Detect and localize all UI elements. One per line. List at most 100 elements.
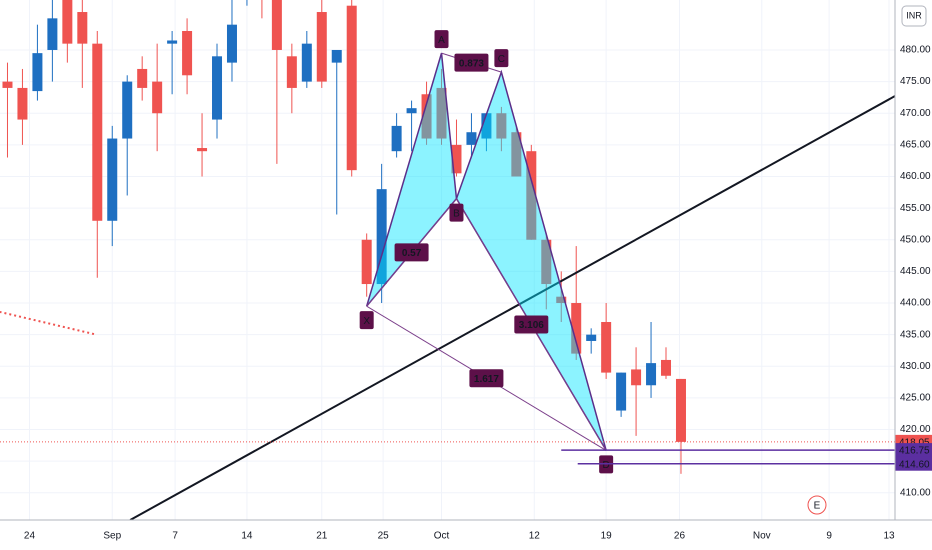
candle-body [481, 113, 492, 139]
ratio-label: 3.106 [519, 320, 544, 331]
y-tick-label: 420.00 [900, 424, 931, 435]
candle-body [197, 148, 208, 152]
candle-body [421, 94, 432, 139]
candle-body [631, 369, 642, 386]
candle-body [212, 56, 223, 120]
candle-body [271, 0, 282, 50]
candle-body [32, 53, 43, 92]
y-tick-label: 440.00 [900, 298, 931, 309]
currency-label: INR [906, 10, 922, 20]
candle-body [646, 363, 657, 386]
x-tick-label: 21 [316, 531, 328, 542]
candle-body [496, 113, 507, 139]
candle-body [526, 151, 537, 240]
y-tick-label: 445.00 [900, 266, 931, 277]
point-label: B [453, 208, 460, 219]
candle-body [137, 68, 148, 88]
candle-body [616, 372, 627, 411]
candle-body [436, 87, 447, 139]
candle-body [466, 132, 477, 145]
event-label: E [814, 501, 821, 512]
price-box [895, 443, 932, 458]
candle-body [586, 334, 597, 341]
candle-body [92, 43, 103, 221]
point-label: C [498, 54, 505, 65]
y-tick-label: 470.00 [900, 108, 931, 119]
candle-body [47, 18, 58, 50]
candle-body [167, 40, 178, 44]
ratio-label: 1.617 [474, 374, 499, 385]
candle-body [556, 296, 567, 304]
candle-body [331, 49, 342, 63]
ratio-label: 0.873 [459, 58, 484, 69]
candle-body [316, 12, 327, 82]
y-tick-label: 480.00 [900, 45, 931, 56]
candle-body [107, 138, 118, 221]
candle-body [152, 81, 163, 114]
event-circle [807, 495, 827, 515]
y-tick-label: 410.00 [900, 487, 931, 498]
ratio-box [394, 243, 429, 262]
candle-body [62, 0, 73, 44]
y-tick-label: 450.00 [900, 234, 931, 245]
point-label: X [363, 316, 370, 327]
currency-button[interactable] [901, 5, 927, 27]
candle-body [511, 132, 522, 177]
price-box [895, 456, 932, 471]
x-tick-label: 19 [601, 531, 613, 542]
candle-body [122, 81, 133, 139]
point-box [434, 30, 449, 49]
point-box [449, 203, 464, 222]
candle-body [661, 359, 672, 376]
x-tick-label: Nov [753, 531, 771, 542]
pattern-bcd [455, 69, 607, 451]
candle-body [226, 24, 237, 63]
price-label: 414.60 [899, 459, 930, 470]
candle-body [376, 189, 387, 285]
x-tick-label: Sep [103, 531, 121, 542]
x-tick-label: 25 [378, 531, 390, 542]
x-tick-label: 12 [529, 531, 541, 542]
candle-body [541, 239, 552, 285]
y-tick-label: 455.00 [900, 203, 931, 214]
candle-body [451, 144, 462, 174]
ratio-box [454, 53, 489, 72]
candle-body [301, 43, 312, 82]
candle-body [346, 5, 357, 171]
dotted-line [0, 310, 97, 336]
price-label: 416.75 [899, 446, 930, 457]
y-tick-label: 430.00 [900, 361, 931, 372]
candle-body [391, 125, 402, 152]
candle-body [571, 303, 582, 354]
pattern-xab [365, 52, 458, 307]
x-tick-label: 26 [674, 531, 686, 542]
candle-body [361, 239, 372, 285]
candle-body [406, 108, 417, 114]
point-label: D [603, 460, 610, 471]
y-tick-label: 465.00 [900, 140, 931, 151]
candle-body [17, 87, 28, 120]
y-tick-label: 425.00 [900, 393, 931, 404]
axes: 410.00415.00420.00425.00430.00435.00440.… [24, 45, 932, 542]
price-label: 418.05 [899, 438, 930, 449]
candle-body [2, 81, 13, 88]
y-tick-label: 460.00 [900, 171, 931, 182]
point-box [359, 311, 374, 330]
candle-body [601, 321, 612, 373]
x-tick-label: 14 [241, 531, 253, 542]
x-tick-label: 7 [172, 531, 178, 542]
candle-body [675, 378, 686, 442]
x-tick-label: 24 [24, 531, 36, 542]
trend-line [129, 94, 895, 520]
ratio-label: 0.57 [402, 248, 422, 259]
point-label: A [438, 35, 445, 46]
candle-body [286, 56, 297, 88]
point-box [494, 49, 509, 68]
candle-body [77, 12, 88, 44]
candle-body [182, 30, 193, 76]
ratio-box [469, 369, 504, 388]
x-tick-label: Oct [434, 531, 450, 542]
ratio-box [514, 315, 549, 334]
x-tick-label: 13 [883, 531, 895, 542]
